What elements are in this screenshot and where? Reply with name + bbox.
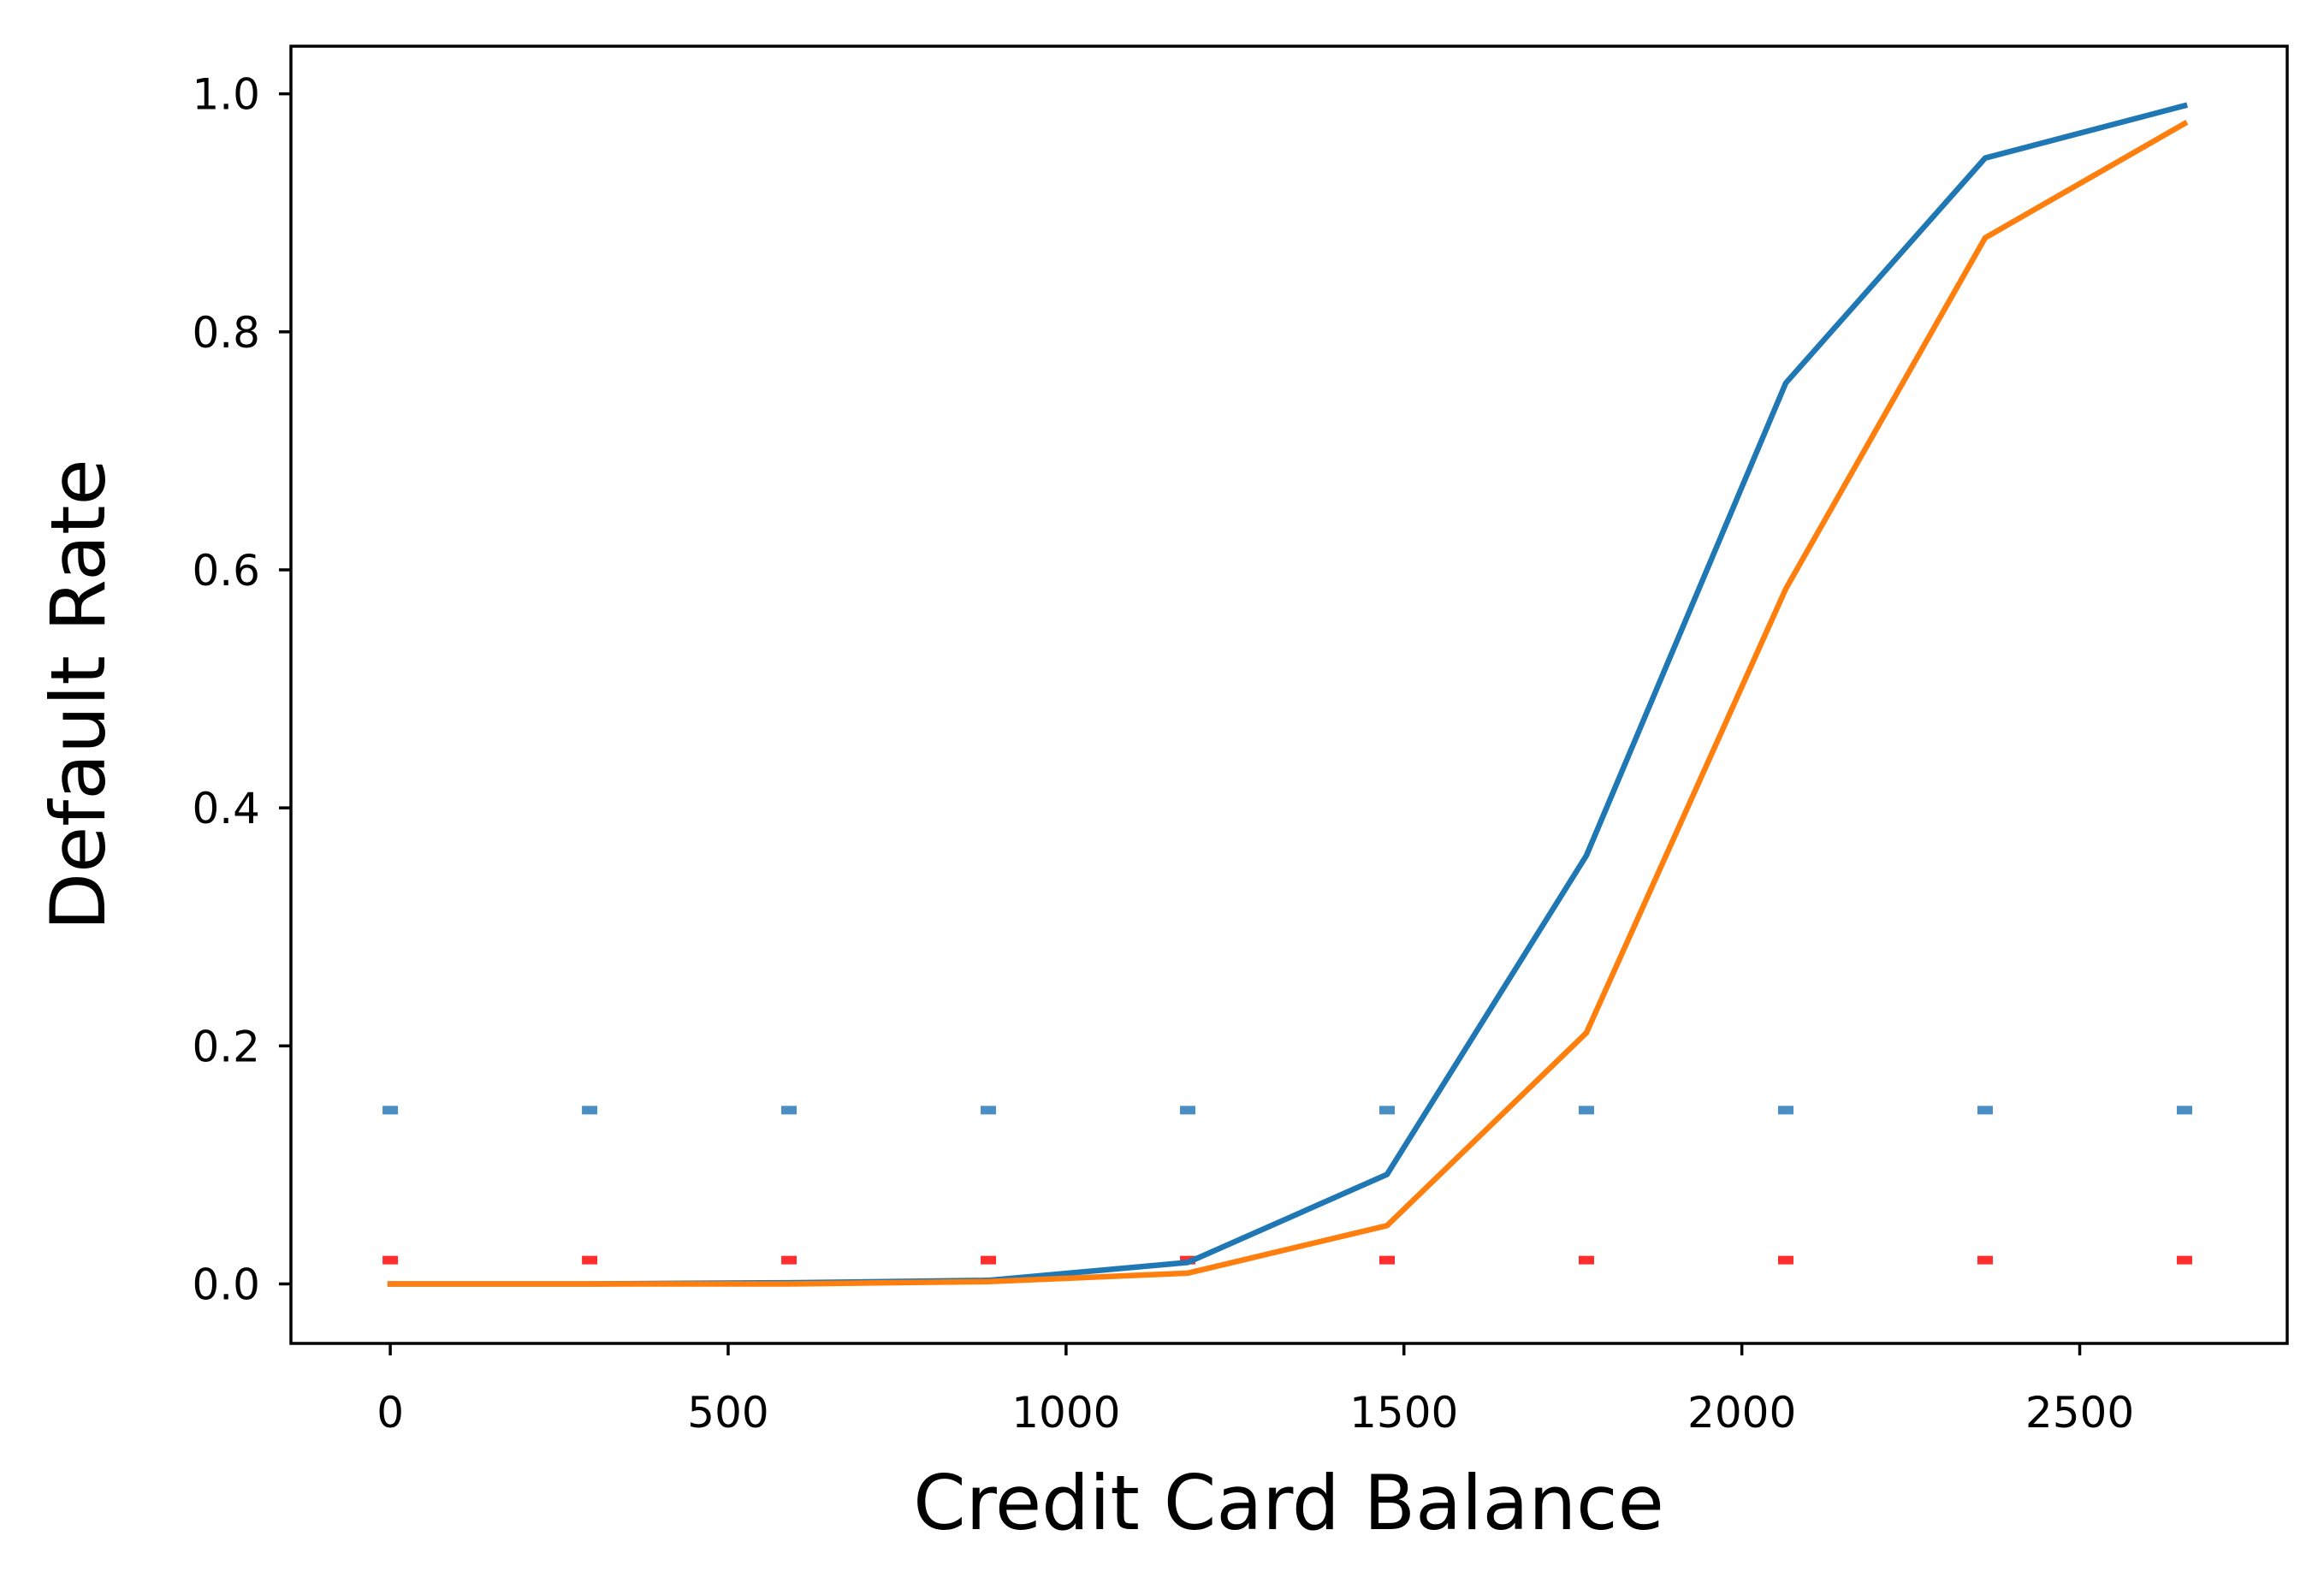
y-tick-label-5: 1.0 [192, 70, 260, 120]
y-tick-label-3: 0.6 [192, 546, 260, 596]
y-axis-label: Default Rate [34, 459, 122, 930]
y-axis-ticks: 0.0 0.2 0.4 0.6 0.8 1.0 [192, 70, 291, 1309]
x-tick-label-1: 500 [687, 1388, 768, 1438]
x-tick-label-5: 2500 [2025, 1388, 2134, 1438]
y-tick-label-4: 0.8 [192, 308, 260, 358]
y-tick-label-1: 0.2 [192, 1022, 260, 1071]
x-tick-label-0: 0 [376, 1388, 404, 1438]
x-tick-label-4: 2000 [1687, 1388, 1796, 1438]
x-tick-label-2: 1000 [1011, 1388, 1120, 1438]
series-line-2 [387, 119, 2189, 1287]
series-lines [387, 102, 2189, 1287]
y-tick-label-2: 0.4 [192, 784, 260, 833]
x-axis-ticks: 0 500 1000 1500 2000 2500 [376, 1343, 2134, 1438]
plot-frame [289, 44, 2289, 1345]
x-tick-label-3: 1500 [1349, 1388, 1458, 1438]
rug-marks [382, 1106, 2192, 1265]
x-axis-label: Credit Card Balance [913, 1459, 1663, 1547]
y-tick-label-0: 0.0 [192, 1260, 260, 1309]
